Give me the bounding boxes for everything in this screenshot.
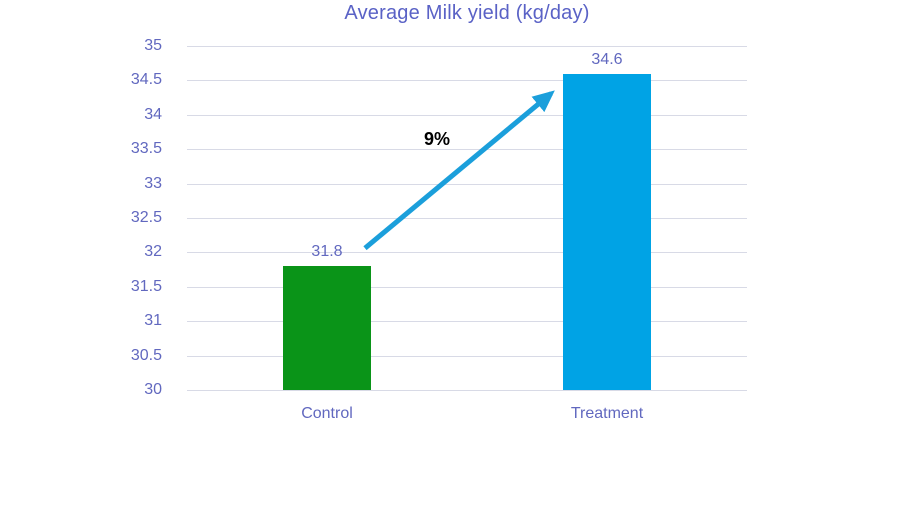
y-tick-label: 33.5 — [130, 140, 162, 158]
data-label-control: 31.8 — [311, 243, 343, 261]
gridline — [187, 80, 747, 82]
category-label-control: Control — [301, 405, 353, 422]
y-tick-label: 31 — [144, 312, 162, 330]
gridline — [187, 218, 747, 219]
gridline — [187, 355, 747, 357]
gridline — [187, 390, 747, 391]
gridline — [187, 252, 747, 254]
category-label-treatment: Treatment — [570, 405, 644, 422]
y-tick-label: 30 — [144, 381, 162, 398]
bar-control — [283, 266, 371, 390]
gridline — [187, 114, 747, 116]
bar-treatment — [563, 73, 651, 390]
y-tick-label: 35 — [144, 37, 162, 54]
y-tick-label: 30.5 — [130, 346, 162, 364]
gridline — [187, 46, 747, 47]
y-tick-label: 34.5 — [130, 71, 162, 89]
data-label-treatment: 34.6 — [591, 50, 623, 68]
y-tick-label: 31.5 — [130, 277, 162, 295]
gridline — [187, 183, 747, 185]
chart-title: Average Milk yield (kg/day) — [344, 2, 590, 24]
gridline — [187, 286, 747, 288]
y-tick-label: 32 — [144, 243, 162, 261]
annotation-9pct: 9% — [423, 129, 450, 149]
y-tick-label: 34 — [144, 105, 162, 123]
plot-area — [187, 46, 747, 391]
gridline — [187, 321, 747, 323]
y-tick-label: 32.5 — [130, 209, 162, 226]
y-tick-label: 33 — [144, 174, 162, 192]
gridline — [187, 149, 747, 151]
